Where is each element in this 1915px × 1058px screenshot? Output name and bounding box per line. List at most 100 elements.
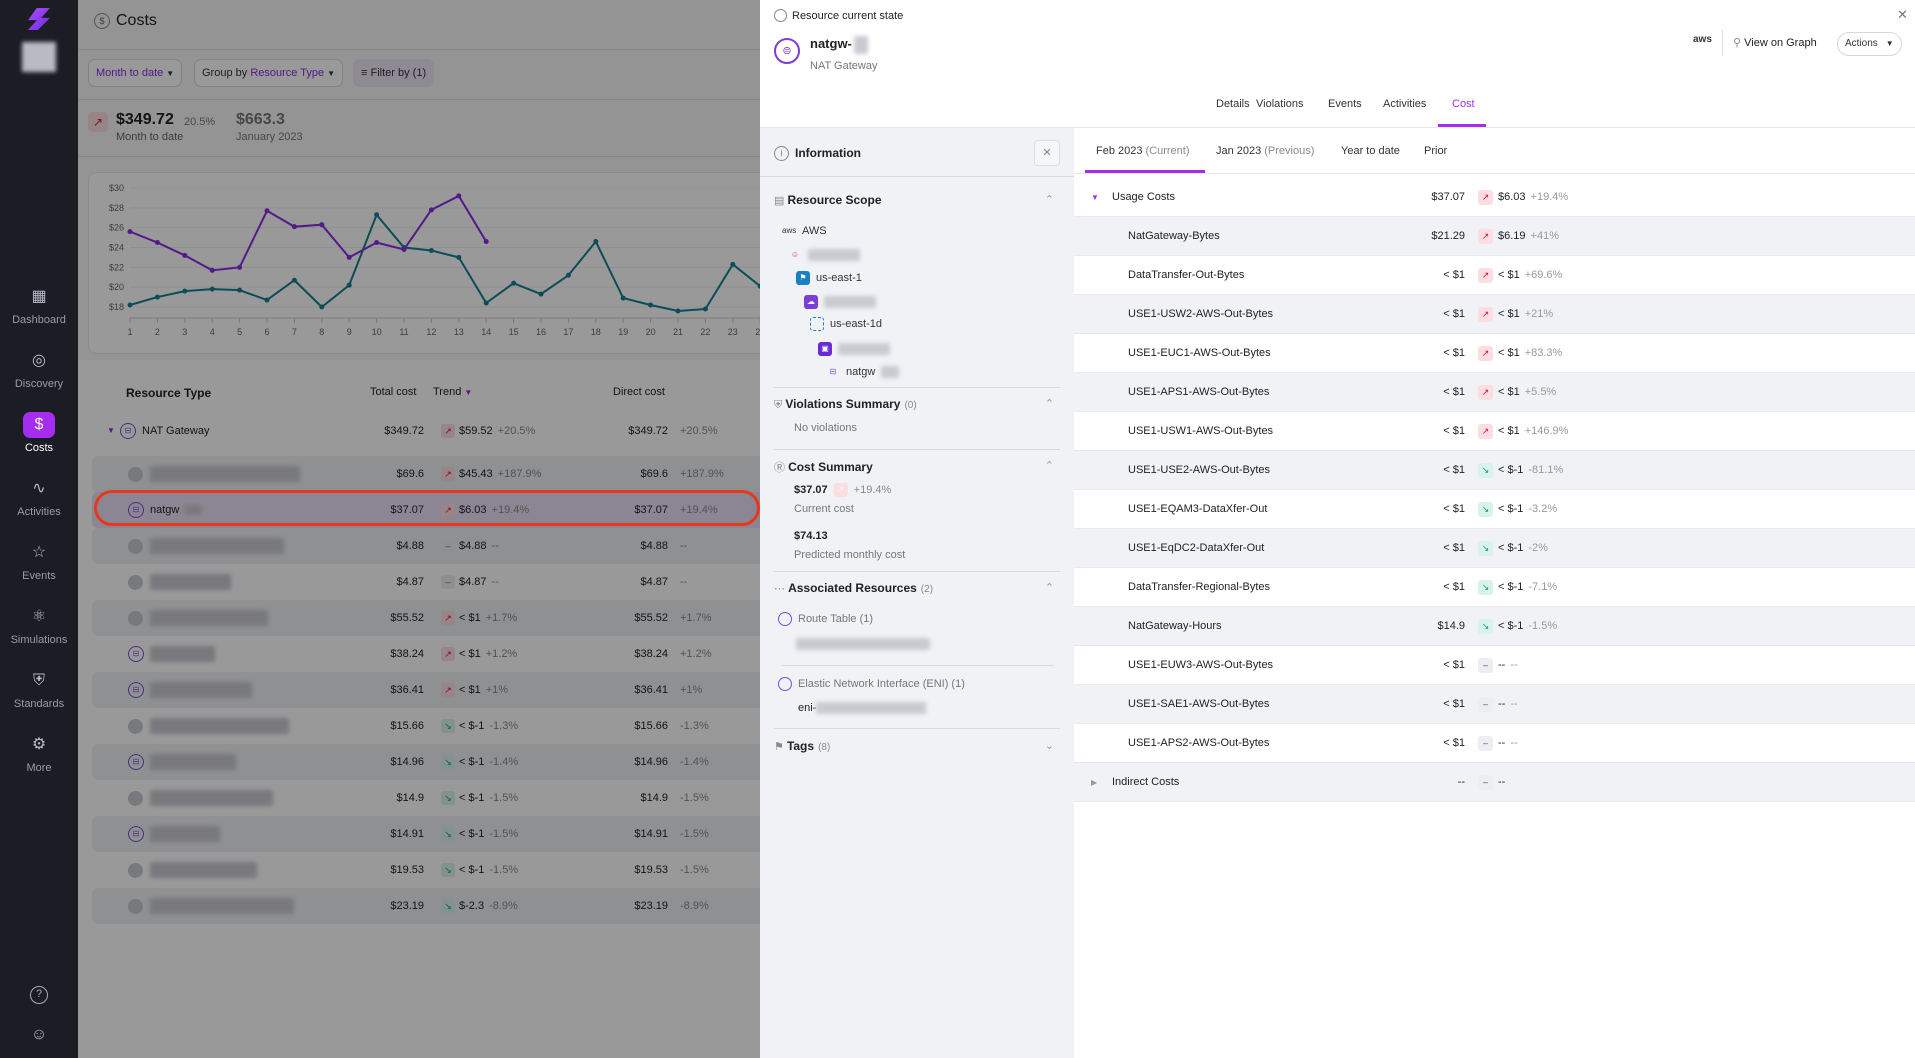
active-tab-indicator <box>1438 124 1486 127</box>
chevron-up-icon[interactable]: ⌃ <box>1044 582 1054 594</box>
direct-cost: $37.07 <box>634 504 668 516</box>
cost-tab-3[interactable]: Year to date <box>1341 145 1400 157</box>
sidebar-item-simulations[interactable]: ⚛ Simulations <box>0 604 78 646</box>
cost-amount: < $1 <box>1443 581 1465 593</box>
cost-row[interactable]: USE1-EUC1-AWS-Out-Bytes < $1 ↗ < $1 +83.3% <box>1074 334 1915 373</box>
caret-right-icon[interactable]: ▶ <box>1091 778 1098 787</box>
cost-row[interactable]: USE1-EUW3-AWS-Out-Bytes < $1– -- -- <box>1074 646 1915 685</box>
sidebar-item-more[interactable]: ⚙ More <box>0 732 78 774</box>
total-cost: $14.9 <box>396 792 424 804</box>
cost-tab-1[interactable]: Feb 2023 (Current) <box>1096 145 1190 157</box>
tab-violations[interactable]: Violations <box>1256 98 1304 110</box>
cost-row[interactable]: USE1-USW2-AWS-Out-Bytes < $1 ↗ < $1 +21% <box>1074 295 1915 334</box>
table-row[interactable]: ⊟ $36.41 ↗ < $1 +1% $36.41 +1% <box>92 672 760 708</box>
cost-row[interactable]: USE1-APS1-AWS-Out-Bytes < $1 ↗ < $1 +5.5% <box>1074 373 1915 412</box>
violations-header[interactable]: ⛨ Violations Summary (0) ⌃ <box>774 397 1060 412</box>
cost-row[interactable]: DataTransfer-Out-Bytes < $1 ↗ < $1 +69.6% <box>1074 256 1915 295</box>
trend-amount: < $-1 <box>459 792 485 804</box>
sidebar-item-discovery[interactable]: ◎ Discovery <box>0 348 78 390</box>
scope-item[interactable]: ⚑ us-east-1 <box>796 269 862 287</box>
table-row[interactable]: $55.52 ↗ < $1 +1.7% $55.52 +1.7% <box>92 600 760 636</box>
chevron-up-icon[interactable]: ⌃ <box>1044 460 1054 472</box>
cost-group-row[interactable]: ▶ Indirect Costs -- – -- <box>1074 763 1915 802</box>
scope-item[interactable]: ☺ <box>788 246 860 264</box>
scope-item[interactable]: aws AWS <box>782 222 827 240</box>
close-info-button[interactable]: ✕ <box>1034 140 1060 166</box>
table-row[interactable]: $19.53 ↘ < $-1 -1.5% $19.53 -1.5% <box>92 852 760 888</box>
tab-details[interactable]: Details <box>1216 98 1250 110</box>
view-on-graph-button[interactable]: ⚲ View on Graph <box>1733 36 1817 49</box>
trend-amount: < $-1 <box>459 864 485 876</box>
table-row[interactable]: $23.19 ↘ $-2.3 -8.9% $23.19 -8.9% <box>92 888 760 924</box>
period-dropdown[interactable]: Month to date ▼ <box>88 59 183 87</box>
cost-summary-header[interactable]: Ⓡ Cost Summary ⌃ <box>774 459 1060 475</box>
table-row[interactable]: ⊟ natgw $37.07 ↗ $6.03 +19.4% $37.07 +19.4% <box>92 492 760 528</box>
table-row[interactable]: ⊟ $38.24 ↗ < $1 +1.2% $38.24 +1.2% <box>92 636 760 672</box>
associated-resources-header[interactable]: ⋯ Associated Resources (2) ⌃ <box>774 581 1060 595</box>
col-total-cost[interactable]: Total cost <box>370 386 417 398</box>
caret-down-icon[interactable]: ▼ <box>1091 193 1099 202</box>
group-by-dropdown[interactable]: Group by Resource Type ▼ <box>194 59 344 87</box>
tab-events[interactable]: Events <box>1328 98 1362 110</box>
col-resource-type[interactable]: Resource Type <box>126 386 212 400</box>
logo-icon[interactable] <box>28 8 50 30</box>
sidebar-item-activities[interactable]: ∿ Activities <box>0 476 78 518</box>
table-row[interactable]: $15.66 ↘ < $-1 -1.3% $15.66 -1.3% <box>92 708 760 744</box>
sidebar-item-dashboard[interactable]: ▦ Dashboard <box>0 284 78 326</box>
caret-down-icon[interactable]: ▼ <box>107 426 115 435</box>
col-direct-cost[interactable]: Direct cost <box>613 386 665 398</box>
mtd-label: Month to date <box>116 131 184 143</box>
trend-down-icon: ↘ <box>441 863 455 877</box>
table-row[interactable]: ⊟ $14.96 ↘ < $-1 -1.4% $14.96 -1.4% <box>92 744 760 780</box>
trend-down-icon: ↘ <box>441 899 455 913</box>
scope-item[interactable]: ⊟ natgw <box>826 363 900 381</box>
table-row[interactable]: $4.87– $4.87 -- $4.87 -- <box>92 564 760 600</box>
scope-item[interactable]: us-east-1d <box>810 315 882 333</box>
help-icon[interactable]: ? <box>30 986 48 1004</box>
chevron-down-icon[interactable]: ⌄ <box>1044 740 1054 752</box>
sidebar-item-events[interactable]: ☆ Events <box>0 540 78 582</box>
chevron-up-icon[interactable]: ⌃ <box>1044 398 1054 410</box>
scope-item[interactable]: ▣ <box>818 340 890 358</box>
availability-zone-icon <box>810 317 824 331</box>
cost-row[interactable]: NatGateway-Bytes $21.29 ↗ $6.19 +41% <box>1074 217 1915 256</box>
eni-link[interactable]: eni- <box>798 702 1084 714</box>
table-group-row[interactable]: ▼ ⊟ NAT Gateway $349.72 ↗ $59.52 +20.5% $349.72… <box>92 413 760 449</box>
trend-down-icon: ↘ <box>441 755 455 769</box>
sidebar-item-standards[interactable]: ⛨ Standards <box>0 668 78 710</box>
cost-row[interactable]: USE1-EqDC2-DataXfer-Out < $1 ↘ < $-1 -2% <box>1074 529 1915 568</box>
nat-gateway-icon: ⊟ <box>128 826 144 842</box>
table-row[interactable]: $4.88– $4.88 -- $4.88 -- <box>92 528 760 564</box>
tab-activities[interactable]: Activities <box>1383 98 1427 110</box>
table-row[interactable]: $14.9 ↘ < $-1 -1.5% $14.9 -1.5% <box>92 780 760 816</box>
cost-change-pct: +146.9% <box>1524 425 1569 437</box>
cost-row[interactable]: USE1-APS2-AWS-Out-Bytes < $1– -- -- <box>1074 724 1915 763</box>
tab-cost[interactable]: Cost <box>1452 98 1475 110</box>
data-point-previous <box>483 300 489 306</box>
chevron-up-icon[interactable]: ⌃ <box>1044 194 1054 206</box>
scope-item[interactable]: ☁ <box>804 293 876 311</box>
cost-row[interactable]: USE1-EQAM3-DataXfer-Out < $1 ↘ < $-1 -3.2% <box>1074 490 1915 529</box>
cost-row[interactable]: DataTransfer-Regional-Bytes < $1 ↘ < $-1 -7.… <box>1074 568 1915 607</box>
cost-row[interactable]: USE1-USW1-AWS-Out-Bytes < $1 ↗ < $1 +146.9% <box>1074 412 1915 451</box>
cost-row[interactable]: NatGateway-Hours $14.9 ↘ < $-1 -1.5% <box>1074 607 1915 646</box>
resource-scope-header[interactable]: ▤ Resource Scope ⌃ <box>774 193 1060 207</box>
tags-header[interactable]: ⚑ Tags (8) ⌄ <box>774 739 1060 753</box>
close-panel-icon[interactable]: ✕ <box>1897 7 1908 22</box>
cost-item-name: NatGateway-Bytes <box>1128 230 1220 242</box>
table-row[interactable]: $69.6 ↗ $45.43 +187.9% $69.6 +187.9% <box>92 456 760 492</box>
cost-tab-2[interactable]: Jan 2023 (Previous) <box>1216 145 1314 157</box>
user-icon[interactable]: ☺ <box>30 1026 48 1043</box>
actions-dropdown[interactable]: Actions ▼ <box>1837 32 1902 56</box>
org-avatar[interactable] <box>22 42 56 72</box>
sidebar-item-costs[interactable]: $ Costs <box>0 412 78 454</box>
resource-icon <box>128 899 143 914</box>
cost-tab-4[interactable]: Prior <box>1424 145 1447 157</box>
cost-row[interactable]: USE1-SAE1-AWS-Out-Bytes < $1– -- -- <box>1074 685 1915 724</box>
table-row[interactable]: ⊟ $14.91 ↘ < $-1 -1.5% $14.91 -1.5% <box>92 816 760 852</box>
filter-button[interactable]: ≡ Filter by (1) <box>353 59 435 87</box>
resource-name[interactable]: natgw <box>150 504 180 516</box>
cost-row[interactable]: USE1-USE2-AWS-Out-Bytes < $1 ↘ < $-1 -81.1% <box>1074 451 1915 490</box>
col-trend[interactable]: Trend ▼ <box>433 386 472 398</box>
cost-group-row[interactable]: ▼ Usage Costs $37.07 ↗ $6.03 +19.4% <box>1074 178 1915 217</box>
